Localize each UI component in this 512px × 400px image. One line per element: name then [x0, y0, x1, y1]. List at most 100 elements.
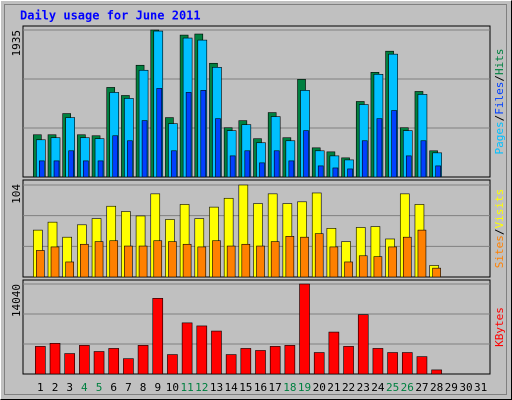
bar	[241, 243, 251, 278]
x-tick-label: 8	[140, 381, 147, 394]
x-tick-label: 4	[81, 381, 88, 394]
x-tick-label: 1	[37, 381, 44, 394]
bar	[314, 233, 324, 278]
x-tick-label: 31	[474, 381, 487, 394]
bar	[361, 140, 368, 178]
x-tick-label: 15	[239, 381, 252, 394]
bar	[244, 150, 251, 178]
bar	[373, 256, 383, 278]
bar	[273, 150, 280, 178]
bar	[299, 283, 310, 375]
bar	[197, 246, 207, 278]
bar	[94, 241, 104, 278]
bar	[153, 240, 163, 278]
x-tick-label: 13	[210, 381, 223, 394]
x-tick-label: 3	[66, 381, 73, 394]
x-tick-label: 6	[110, 381, 117, 394]
bar	[328, 331, 340, 375]
bar	[156, 88, 163, 178]
bar	[240, 348, 252, 375]
x-tick-label: 29	[445, 381, 458, 394]
x-tick-label: 24	[371, 381, 385, 394]
bar	[64, 353, 75, 375]
legend-separator: /	[493, 75, 506, 82]
x-tick-label: 30	[459, 381, 472, 394]
bar	[300, 236, 309, 278]
bar	[167, 354, 178, 375]
bar	[108, 348, 120, 375]
bar	[68, 150, 74, 178]
bar	[49, 343, 61, 375]
bar	[229, 155, 236, 178]
bar	[127, 140, 133, 178]
y-tick-label: 14040	[10, 284, 23, 317]
legend-entry: KBytes	[493, 307, 506, 347]
bar	[211, 330, 222, 375]
bar	[388, 246, 397, 278]
bar	[141, 120, 148, 178]
x-tick-label: 23	[357, 381, 370, 394]
bar	[123, 358, 134, 375]
bar	[270, 241, 280, 278]
bar	[65, 261, 74, 278]
bar	[255, 350, 266, 375]
bar	[185, 92, 192, 178]
bar	[288, 160, 295, 178]
bar	[317, 165, 324, 178]
bar	[35, 346, 46, 375]
bar	[357, 314, 369, 375]
x-tick-label: 12	[195, 381, 208, 394]
bar	[402, 236, 412, 278]
bar	[329, 246, 339, 278]
legend-entry: Pages	[493, 121, 506, 154]
bar	[358, 255, 368, 278]
bar	[212, 240, 221, 278]
x-tick-label: 16	[254, 381, 267, 394]
bar	[93, 351, 105, 375]
x-tick-label: 22	[342, 381, 355, 394]
y-tick-label: 1935	[10, 30, 23, 57]
bar	[417, 229, 427, 278]
bar	[171, 150, 177, 178]
x-tick-label: 26	[401, 381, 414, 394]
legend-separator: /	[493, 115, 506, 122]
bar	[313, 352, 325, 375]
bar	[168, 241, 177, 278]
legend-entry: Hits	[493, 49, 506, 76]
x-tick-label: 28	[430, 381, 443, 394]
x-tick-label: 9	[154, 381, 161, 394]
bar	[401, 352, 413, 375]
bar	[391, 110, 397, 178]
bar	[332, 167, 339, 178]
bar	[83, 160, 89, 178]
legend-entry: Files	[493, 82, 506, 115]
x-tick-label: 27	[415, 381, 428, 394]
bar	[416, 356, 428, 375]
bar	[182, 243, 192, 278]
legend-separator: /	[493, 229, 506, 236]
bar	[50, 246, 60, 278]
bar	[284, 345, 296, 375]
bar	[137, 345, 149, 375]
legend: Sites/Visits	[493, 189, 506, 269]
bar	[376, 118, 383, 178]
y-tick-label: 104	[10, 184, 23, 204]
inner-bevel	[4, 4, 507, 395]
chart-title: Daily usage for June 2011	[20, 9, 201, 23]
legend-entry: Sites	[493, 235, 506, 268]
x-tick-label: 2	[52, 381, 59, 394]
bar	[269, 346, 281, 375]
bar	[138, 245, 148, 278]
bar	[256, 245, 265, 278]
bar	[124, 245, 133, 278]
legend: Pages/Files/Hits	[493, 49, 506, 155]
bar	[200, 90, 207, 178]
bar	[387, 352, 398, 375]
x-tick-label: 10	[166, 381, 179, 394]
bar	[215, 118, 221, 178]
x-tick-label: 18	[283, 381, 296, 394]
bar	[36, 250, 45, 278]
bar	[405, 155, 412, 178]
bar	[152, 298, 164, 375]
x-tick-label: 25	[386, 381, 399, 394]
